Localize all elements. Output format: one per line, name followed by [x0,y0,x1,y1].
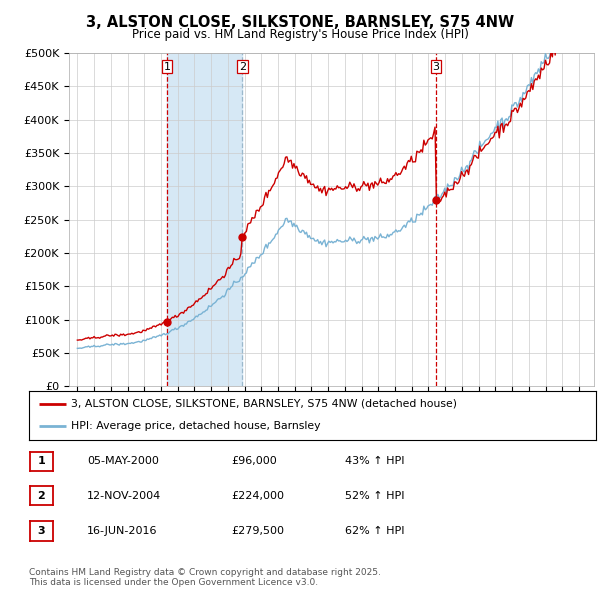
Text: 3: 3 [38,526,45,536]
Text: 2: 2 [38,491,45,500]
Text: £224,000: £224,000 [231,491,284,500]
Text: 3, ALSTON CLOSE, SILKSTONE, BARNSLEY, S75 4NW: 3, ALSTON CLOSE, SILKSTONE, BARNSLEY, S7… [86,15,514,30]
Text: Price paid vs. HM Land Registry's House Price Index (HPI): Price paid vs. HM Land Registry's House … [131,28,469,41]
Text: 1: 1 [38,457,45,466]
Text: 1: 1 [164,62,170,72]
Text: 43% ↑ HPI: 43% ↑ HPI [345,457,404,466]
Text: 62% ↑ HPI: 62% ↑ HPI [345,526,404,536]
Text: 52% ↑ HPI: 52% ↑ HPI [345,491,404,500]
Text: 12-NOV-2004: 12-NOV-2004 [87,491,161,500]
Text: £279,500: £279,500 [231,526,284,536]
Text: 3, ALSTON CLOSE, SILKSTONE, BARNSLEY, S75 4NW (detached house): 3, ALSTON CLOSE, SILKSTONE, BARNSLEY, S7… [71,399,457,409]
Text: 05-MAY-2000: 05-MAY-2000 [87,457,159,466]
Text: 16-JUN-2016: 16-JUN-2016 [87,526,157,536]
Text: £96,000: £96,000 [231,457,277,466]
Bar [167,53,242,386]
Text: 2: 2 [239,62,246,72]
Text: HPI: Average price, detached house, Barnsley: HPI: Average price, detached house, Barn… [71,421,321,431]
Text: Contains HM Land Registry data © Crown copyright and database right 2025.
This d: Contains HM Land Registry data © Crown c… [29,568,380,587]
Text: 3: 3 [433,62,440,72]
